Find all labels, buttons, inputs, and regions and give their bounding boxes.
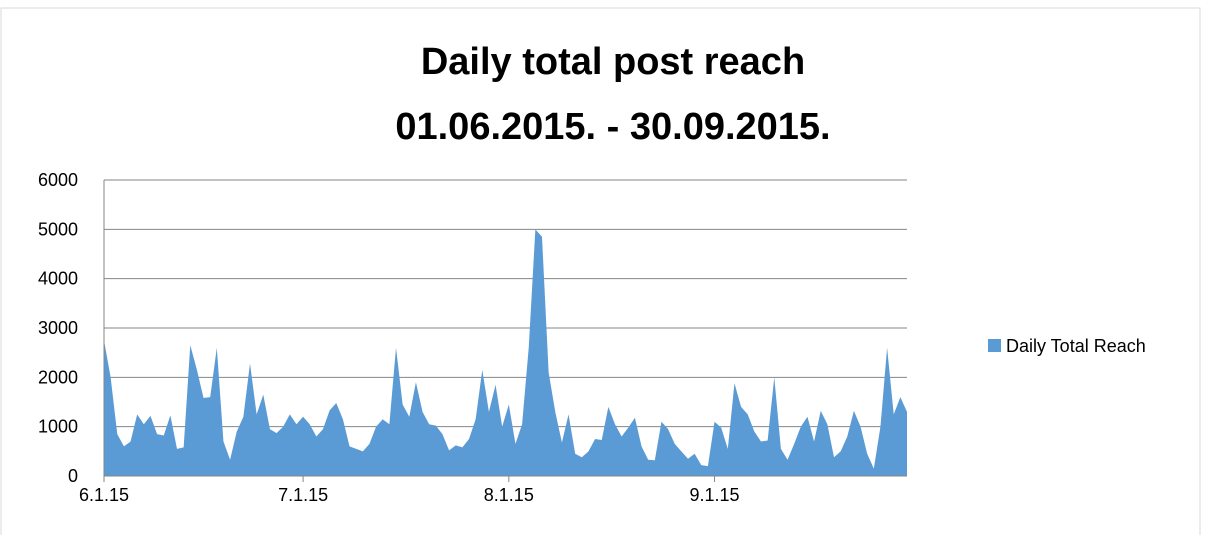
legend-swatch (988, 339, 1001, 352)
x-tick-label: 9.1.15 (690, 485, 740, 505)
x-tick-label: 8.1.15 (484, 485, 534, 505)
y-tick-label: 4000 (38, 269, 78, 289)
x-tick-label: 7.1.15 (278, 485, 328, 505)
y-tick-label: 0 (68, 466, 78, 486)
y-tick-label: 1000 (38, 417, 78, 437)
area (104, 229, 907, 476)
y-tick-label: 5000 (38, 219, 78, 239)
x-tick-label: 6.1.15 (79, 485, 129, 505)
y-tick-label: 6000 (38, 170, 78, 190)
y-tick-label: 3000 (38, 318, 78, 338)
y-tick-label: 2000 (38, 367, 78, 387)
chart-subtitle: 01.06.2015. - 30.09.2015. (395, 106, 830, 148)
legend-label: Daily Total Reach (1006, 336, 1146, 356)
frame (0, 7, 1201, 535)
chart-title: Daily total post reach (421, 41, 805, 83)
